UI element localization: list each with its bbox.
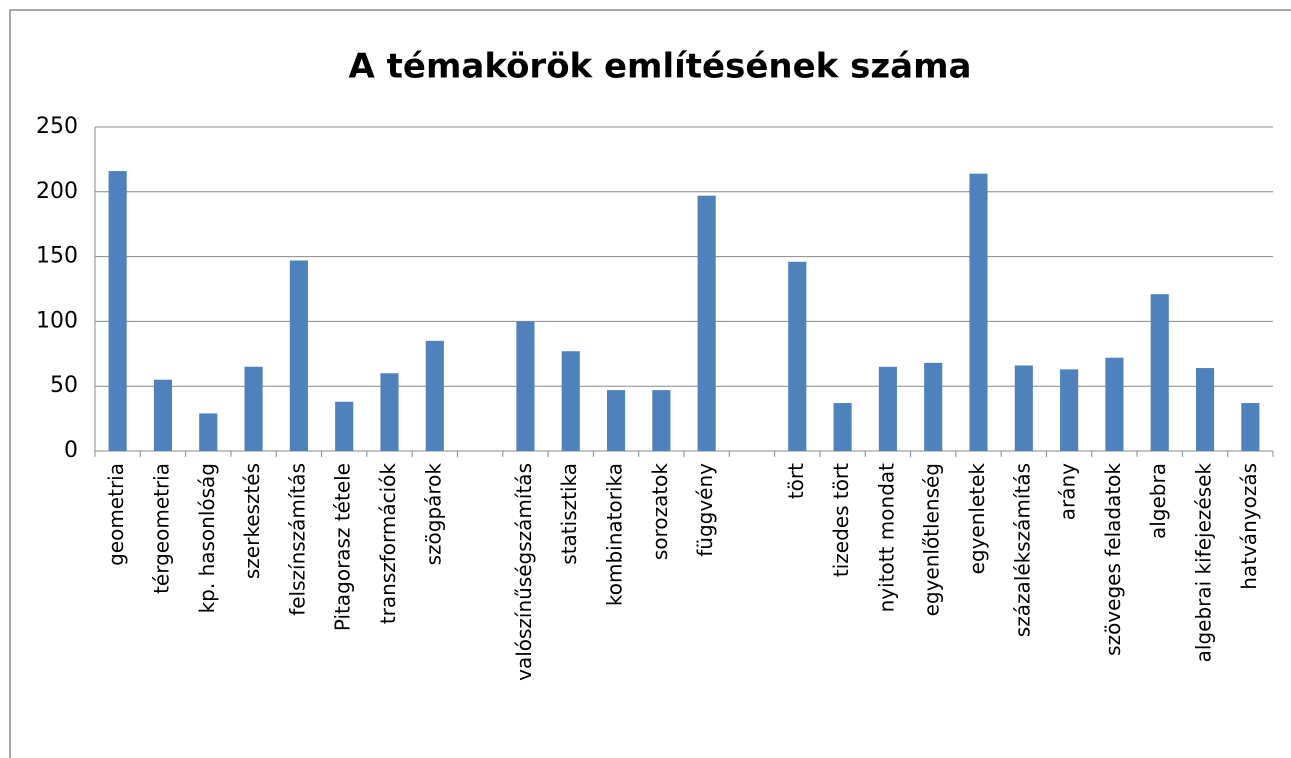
x-tick-label: algebra [1146, 463, 1170, 539]
bar [969, 173, 988, 451]
y-tick-label: 250 [36, 114, 78, 139]
x-tick-label: függvény [693, 463, 717, 557]
x-tick-label: nyitott mondat [874, 463, 898, 613]
x-tick-label: tört [784, 463, 808, 499]
x-tick-label: egyenletek [965, 463, 989, 575]
bar [199, 413, 218, 451]
bar [788, 261, 807, 451]
bar [606, 390, 626, 451]
x-tick-label: szerkesztés [240, 463, 264, 579]
bar [833, 403, 852, 451]
x-tick-label: statisztika [557, 463, 581, 565]
x-tick-label: geometria [104, 463, 128, 566]
bar [1060, 369, 1079, 451]
x-tick-label: arány [1056, 463, 1080, 520]
bar [561, 351, 580, 451]
x-tick-label: százalékszámítás [1010, 463, 1034, 637]
bar [1195, 368, 1215, 451]
x-tick-label: felszínszámítás [285, 463, 309, 616]
bar [1014, 365, 1033, 451]
y-tick-label: 50 [50, 373, 78, 398]
bar [380, 373, 399, 451]
y-tick-label: 0 [64, 438, 78, 463]
x-tick-label: tizedes tört [829, 463, 853, 577]
bar [244, 366, 263, 451]
bar [153, 379, 173, 451]
bar [425, 340, 444, 451]
x-tick-label: algebrai kifejezések [1192, 463, 1216, 663]
y-tick-label: 100 [36, 308, 78, 333]
bar [1105, 357, 1124, 451]
x-tick-label: kp. hasonlóság [195, 463, 219, 613]
x-tick-label: hatványozás [1237, 463, 1261, 590]
x-tick-label: kombinatorika [603, 463, 627, 606]
x-tick-label: sorozatok [648, 463, 672, 561]
bar [924, 362, 943, 451]
x-tick-label: egyenlőtlenség [920, 463, 944, 616]
x-tick-label: szögpárok [421, 463, 445, 566]
x-tick-label: szöveges feladatok [1101, 463, 1125, 656]
y-tick-label: 150 [36, 244, 78, 269]
chart-title: A témakörök említésének száma [349, 47, 972, 87]
bar [697, 195, 716, 451]
bar [516, 321, 535, 451]
y-tick-label: 200 [36, 179, 78, 204]
bar [335, 401, 354, 451]
x-tick-label: valószínűségszámítás [512, 463, 536, 681]
bar [289, 260, 308, 451]
bar [652, 390, 671, 451]
chart-frame [9, 9, 1291, 758]
bar [1241, 403, 1260, 451]
x-tick-label: Pitagorasz tétele [331, 463, 355, 631]
x-tick-label: térgeometria [149, 463, 173, 594]
bar [108, 171, 127, 451]
bar [878, 366, 897, 451]
x-tick-label: transzformációk [376, 463, 400, 625]
bar [1150, 294, 1169, 451]
